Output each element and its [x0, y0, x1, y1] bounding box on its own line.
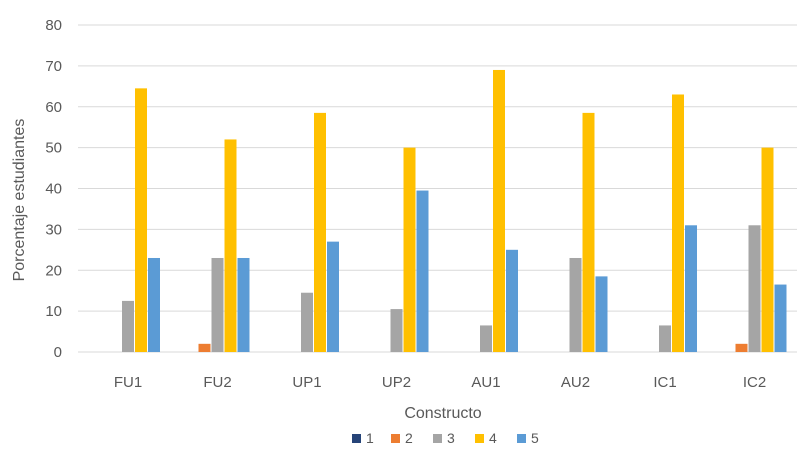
bar-fu2-series-4 [224, 139, 237, 352]
x-axis-title: Constructo [404, 405, 481, 422]
bar-ic2-series-4 [761, 147, 774, 352]
x-tick-label: UP2 [382, 374, 411, 391]
legend-label-2: 2 [405, 430, 413, 446]
bar-up1-series-5 [327, 241, 339, 352]
x-tick-label: AU2 [561, 374, 590, 391]
bar-fu2-series-3 [211, 257, 224, 352]
legend-swatch-3 [433, 434, 442, 443]
bar-fu1-series-3 [122, 300, 134, 352]
bar-fu1-series-4 [135, 88, 147, 352]
y-tick-label: 70 [45, 58, 62, 75]
bar-fu1-series-5 [148, 257, 160, 352]
legend-label-4: 4 [489, 430, 497, 446]
bar-au1-series-4 [493, 69, 505, 353]
bars [122, 69, 787, 353]
legend-swatch-5 [517, 434, 526, 443]
legend-label-1: 1 [366, 430, 374, 446]
bar-au2-series-3 [569, 257, 582, 352]
bar-ic1-series-5 [685, 225, 697, 352]
y-tick-label: 40 [45, 181, 62, 198]
legend-swatch-4 [475, 434, 484, 443]
bar-ic1-series-4 [672, 94, 684, 353]
y-tick-label: 20 [45, 262, 62, 279]
bar-up1-series-3 [301, 292, 313, 352]
bar-au2-series-4 [582, 112, 595, 352]
bar-fu2-series-2 [198, 343, 211, 352]
bar-ic2-series-5 [774, 284, 787, 352]
x-tick-label: UP1 [292, 374, 321, 391]
bar-au1-series-3 [480, 325, 492, 352]
y-tick-labels: 0 10 20 30 40 50 60 70 80 [45, 17, 62, 361]
y-tick-label: 30 [45, 221, 62, 238]
legend: 1 2 3 4 5 [352, 430, 539, 446]
y-tick-label: 10 [45, 303, 62, 320]
bar-up2-series-3 [390, 309, 403, 352]
bar-fu2-series-5 [237, 257, 250, 352]
gridlines [78, 24, 797, 353]
x-tick-label: FU2 [203, 374, 231, 391]
bar-up2-series-4 [403, 147, 416, 352]
x-tick-labels: FU1 FU2 UP1 UP2 AU1 AU2 IC1 IC2 [114, 374, 766, 391]
y-tick-label: 0 [54, 344, 62, 361]
x-tick-label: IC1 [653, 374, 676, 391]
legend-swatch-1 [352, 434, 361, 443]
y-tick-label: 80 [45, 17, 62, 34]
y-axis-title: Porcentaje estudiantes [11, 119, 28, 282]
bar-ic2-series-3 [748, 225, 761, 352]
bar-ic2-series-2 [735, 343, 748, 352]
legend-label-5: 5 [531, 430, 539, 446]
x-tick-label: AU1 [471, 374, 500, 391]
bar-au2-series-5 [595, 276, 608, 352]
bar-up1-series-4 [314, 112, 326, 352]
bar-up2-series-5 [416, 190, 429, 352]
bar-au1-series-5 [506, 249, 518, 352]
x-tick-label: FU1 [114, 374, 142, 391]
x-tick-label: IC2 [743, 374, 766, 391]
y-tick-label: 50 [45, 140, 62, 157]
legend-label-3: 3 [447, 430, 455, 446]
bar-ic1-series-3 [659, 325, 671, 352]
y-tick-label: 60 [45, 99, 62, 116]
legend-swatch-2 [391, 434, 400, 443]
